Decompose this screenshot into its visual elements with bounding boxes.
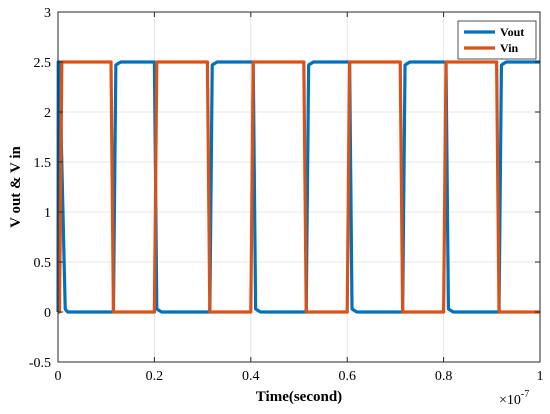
- y-tick-label: 3: [44, 6, 51, 21]
- y-tick-label: 2: [44, 106, 51, 121]
- x-axis-multiplier-base: ×10: [499, 393, 521, 408]
- series-lines: [56, 60, 540, 314]
- series-line-vin: [57, 60, 540, 314]
- x-tick-label: 0: [55, 369, 62, 384]
- y-tick-label: 0.5: [34, 256, 52, 271]
- legend: Vout Vin: [457, 20, 537, 60]
- x-tick-label: 0.6: [338, 369, 356, 384]
- plot-area-frame: [57, 11, 541, 363]
- legend-label-vout: Vout: [500, 25, 524, 39]
- x-axis-multiplier-exponent: -7: [521, 389, 529, 400]
- x-tick-label: 1: [537, 369, 544, 384]
- x-tick-label: 0.8: [435, 369, 453, 384]
- y-axis-label: V out & V in: [8, 145, 24, 227]
- y-tick-label: 2.5: [34, 56, 52, 71]
- x-axis-label: Time(second): [256, 389, 342, 405]
- axis-ticks: 0 0.2 0.4 0.6 0.8 1 -0.5 0 0.5 1 1.5 2 2.5 3: [29, 6, 544, 384]
- x-tick-label: 0.4: [242, 369, 260, 384]
- y-tick-label: -0.5: [29, 356, 51, 371]
- legend-label-vin: Vin: [500, 41, 519, 55]
- y-tick-label: 0: [44, 306, 51, 321]
- y-tick-label: 1: [44, 206, 51, 221]
- x-axis-multiplier: ×10-7: [499, 389, 529, 408]
- x-tick-label: 0.2: [146, 369, 164, 384]
- legend-box: [457, 20, 537, 60]
- y-tick-label: 1.5: [34, 156, 52, 171]
